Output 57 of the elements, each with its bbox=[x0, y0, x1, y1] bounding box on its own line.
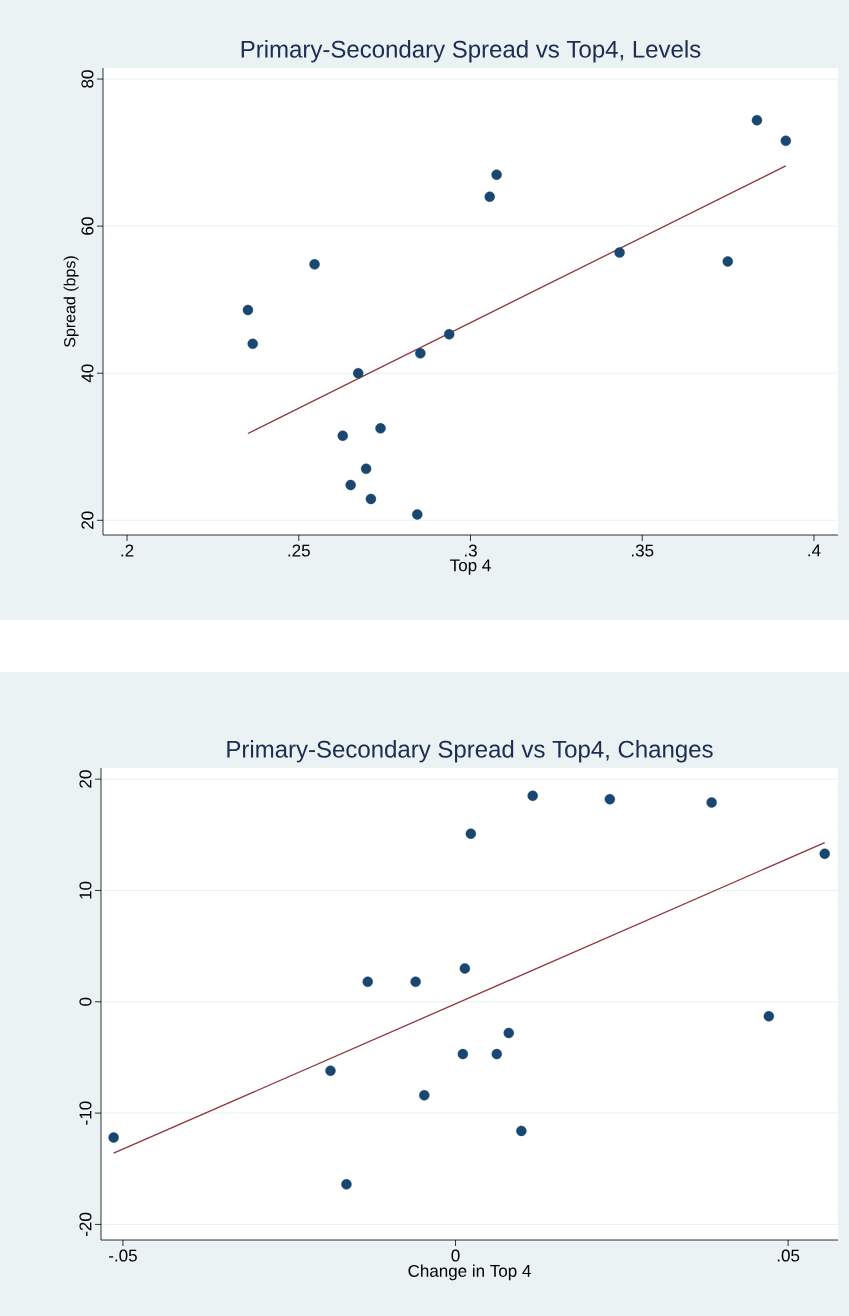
point bbox=[352, 368, 364, 379]
point bbox=[337, 430, 348, 441]
point bbox=[345, 479, 356, 491]
point bbox=[309, 259, 320, 270]
point bbox=[410, 976, 421, 987]
point bbox=[375, 423, 386, 434]
chart-title: Primary-Secondary Spread vs Top4, Levels bbox=[241, 40, 701, 63]
x-tick-label: .4 bbox=[808, 544, 821, 557]
y-tick-label: 40 bbox=[81, 364, 94, 383]
point bbox=[360, 463, 372, 475]
chart-title: Primary-Secondary Spread vs Top4, Changes bbox=[227, 740, 713, 763]
point bbox=[763, 1011, 775, 1022]
point bbox=[527, 790, 538, 802]
point bbox=[242, 304, 254, 316]
x-tick-label: -.05 bbox=[109, 1249, 137, 1262]
y-tick-label: -10 bbox=[79, 1101, 92, 1125]
x-tick-label: .05 bbox=[777, 1249, 800, 1262]
x-axis-title: Change in Top 4 bbox=[408, 1264, 531, 1281]
point bbox=[465, 828, 477, 839]
point bbox=[819, 848, 830, 859]
x-tick-label: .3 bbox=[464, 544, 477, 557]
y-axis-title: Spread (bps) bbox=[63, 256, 79, 348]
point bbox=[247, 338, 258, 349]
y-tick-label: 80 bbox=[81, 70, 94, 88]
point bbox=[459, 963, 471, 974]
point bbox=[491, 169, 502, 180]
y-tick-label: 0 bbox=[79, 997, 92, 1006]
point bbox=[780, 135, 791, 147]
x-tick-label: .2 bbox=[121, 544, 134, 557]
y-tick-label: 20 bbox=[79, 770, 92, 788]
point bbox=[484, 191, 495, 202]
point bbox=[491, 1048, 502, 1060]
point bbox=[412, 509, 423, 520]
y-tick-label: 60 bbox=[81, 217, 94, 235]
y-tick-label: 10 bbox=[79, 881, 92, 899]
point bbox=[341, 1179, 352, 1190]
point bbox=[365, 493, 377, 505]
x-tick-label: .35 bbox=[631, 544, 654, 557]
point bbox=[604, 793, 616, 805]
point bbox=[614, 247, 625, 258]
point bbox=[706, 797, 717, 808]
point bbox=[325, 1065, 336, 1077]
point bbox=[444, 329, 455, 340]
y-tick-label: 20 bbox=[81, 511, 94, 529]
point bbox=[457, 1048, 469, 1060]
point bbox=[751, 115, 763, 126]
y-tick-label: -20 bbox=[79, 1212, 92, 1236]
point bbox=[415, 348, 426, 359]
point bbox=[362, 976, 373, 987]
x-tick-label: .25 bbox=[288, 544, 310, 557]
point bbox=[722, 256, 733, 267]
point bbox=[419, 1090, 430, 1101]
point bbox=[108, 1132, 119, 1143]
x-tick-label: 0 bbox=[451, 1249, 460, 1262]
x-axis-title: Top 4 bbox=[450, 559, 491, 575]
point bbox=[503, 1027, 514, 1039]
point bbox=[516, 1125, 527, 1137]
